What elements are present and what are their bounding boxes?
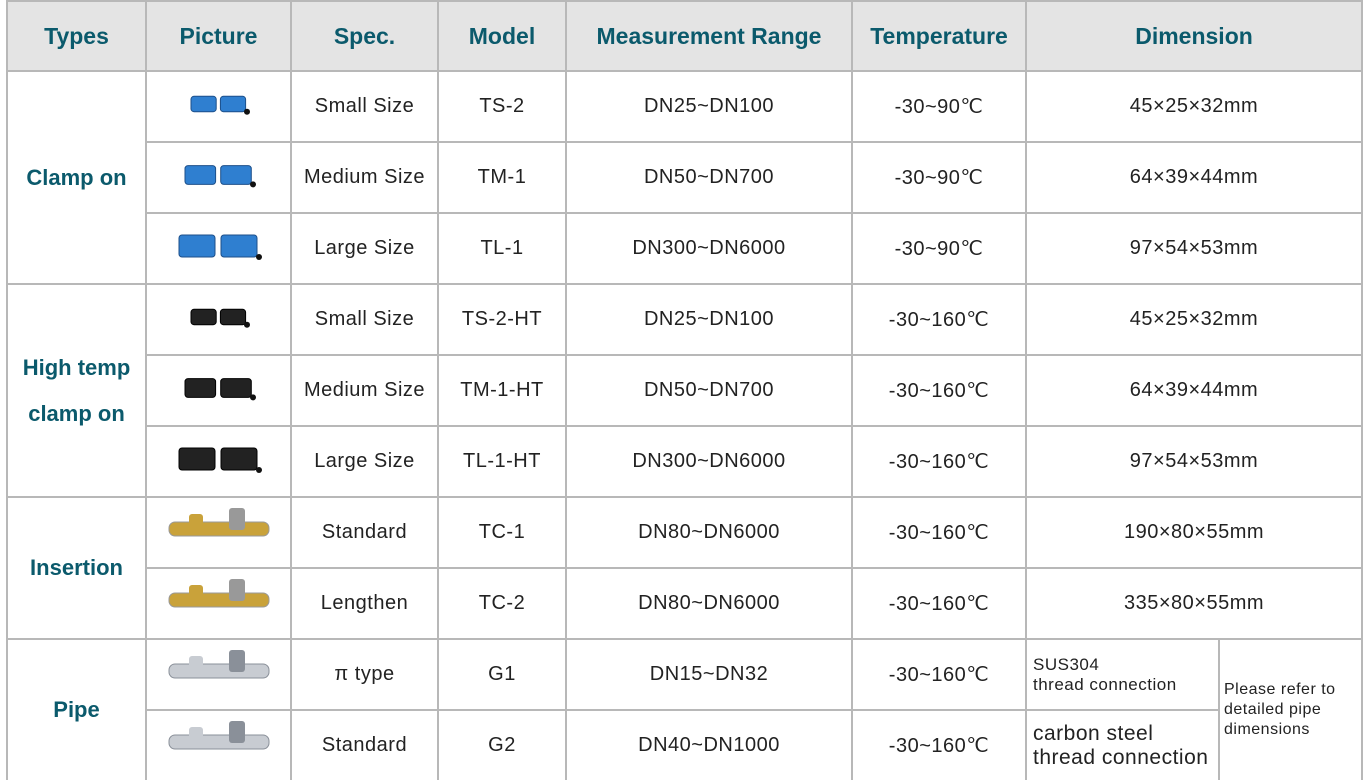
range-cell: DN80~DN6000 <box>566 497 852 568</box>
product-picture <box>159 216 279 276</box>
dimension-cell: SUS304 thread connection <box>1026 639 1219 710</box>
header-cell: Model <box>438 1 566 71</box>
model-cell: TM-1-HT <box>438 355 566 426</box>
header-cell: Dimension <box>1026 1 1362 71</box>
spec-cell: π type <box>291 639 438 710</box>
picture-cell <box>146 710 291 780</box>
header-cell: Picture <box>146 1 291 71</box>
model-cell: TL-1-HT <box>438 426 566 497</box>
range-cell: DN25~DN100 <box>566 71 852 142</box>
range-cell: DN300~DN6000 <box>566 426 852 497</box>
temperature-cell: -30~160℃ <box>852 639 1026 710</box>
dimension-cell: 45×25×32mm <box>1026 71 1362 142</box>
product-picture <box>159 358 279 418</box>
dimension-note: Please refer to detailed pipe dimensions <box>1219 639 1362 780</box>
model-cell: TS-2-HT <box>438 284 566 355</box>
spec-cell: Lengthen <box>291 568 438 639</box>
dimension-cell: 190×80×55mm <box>1026 497 1362 568</box>
model-cell: TS-2 <box>438 71 566 142</box>
temperature-cell: -30~90℃ <box>852 142 1026 213</box>
model-cell: TM-1 <box>438 142 566 213</box>
model-cell: TC-2 <box>438 568 566 639</box>
spec-cell: Standard <box>291 710 438 780</box>
picture-cell <box>146 142 291 213</box>
picture-cell <box>146 284 291 355</box>
type-cell: High temp clamp on <box>7 284 146 497</box>
temperature-cell: -30~160℃ <box>852 568 1026 639</box>
model-cell: TC-1 <box>438 497 566 568</box>
range-cell: DN300~DN6000 <box>566 213 852 284</box>
range-cell: DN50~DN700 <box>566 142 852 213</box>
header-cell: Temperature <box>852 1 1026 71</box>
header-cell: Spec. <box>291 1 438 71</box>
spec-cell: Large Size <box>291 426 438 497</box>
dimension-cell: 335×80×55mm <box>1026 568 1362 639</box>
picture-cell <box>146 355 291 426</box>
range-cell: DN50~DN700 <box>566 355 852 426</box>
spec-cell: Medium Size <box>291 355 438 426</box>
dimension-cell: 64×39×44mm <box>1026 142 1362 213</box>
product-picture <box>159 713 279 773</box>
picture-cell <box>146 639 291 710</box>
type-cell: Clamp on <box>7 71 146 284</box>
range-cell: DN40~DN1000 <box>566 710 852 780</box>
header-cell: Measurement Range <box>566 1 852 71</box>
dimension-cell: 45×25×32mm <box>1026 284 1362 355</box>
temperature-cell: -30~160℃ <box>852 355 1026 426</box>
model-cell: TL-1 <box>438 213 566 284</box>
range-cell: DN80~DN6000 <box>566 568 852 639</box>
dimension-cell: carbon steel thread connection <box>1026 710 1219 780</box>
range-cell: DN25~DN100 <box>566 284 852 355</box>
product-picture <box>159 74 279 134</box>
temperature-cell: -30~90℃ <box>852 213 1026 284</box>
temperature-cell: -30~90℃ <box>852 71 1026 142</box>
product-picture <box>159 287 279 347</box>
spec-cell: Small Size <box>291 284 438 355</box>
spec-cell: Large Size <box>291 213 438 284</box>
page: TypesPictureSpec.ModelMeasurement RangeT… <box>0 0 1365 780</box>
temperature-cell: -30~160℃ <box>852 497 1026 568</box>
picture-cell <box>146 497 291 568</box>
temperature-cell: -30~160℃ <box>852 426 1026 497</box>
range-cell: DN15~DN32 <box>566 639 852 710</box>
type-cell: Insertion <box>7 497 146 639</box>
product-picture <box>159 642 279 702</box>
spec-cell: Small Size <box>291 71 438 142</box>
header-cell: Types <box>7 1 146 71</box>
spec-cell: Medium Size <box>291 142 438 213</box>
picture-cell <box>146 568 291 639</box>
product-picture <box>159 145 279 205</box>
dimension-cell: 97×54×53mm <box>1026 426 1362 497</box>
product-picture <box>159 571 279 631</box>
temperature-cell: -30~160℃ <box>852 284 1026 355</box>
product-picture <box>159 429 279 489</box>
picture-cell <box>146 71 291 142</box>
temperature-cell: -30~160℃ <box>852 710 1026 780</box>
model-cell: G1 <box>438 639 566 710</box>
picture-cell <box>146 426 291 497</box>
dimension-cell: 97×54×53mm <box>1026 213 1362 284</box>
dimension-cell: 64×39×44mm <box>1026 355 1362 426</box>
spec-cell: Standard <box>291 497 438 568</box>
model-cell: G2 <box>438 710 566 780</box>
type-cell: Pipe <box>7 639 146 780</box>
picture-cell <box>146 213 291 284</box>
product-picture <box>159 500 279 560</box>
